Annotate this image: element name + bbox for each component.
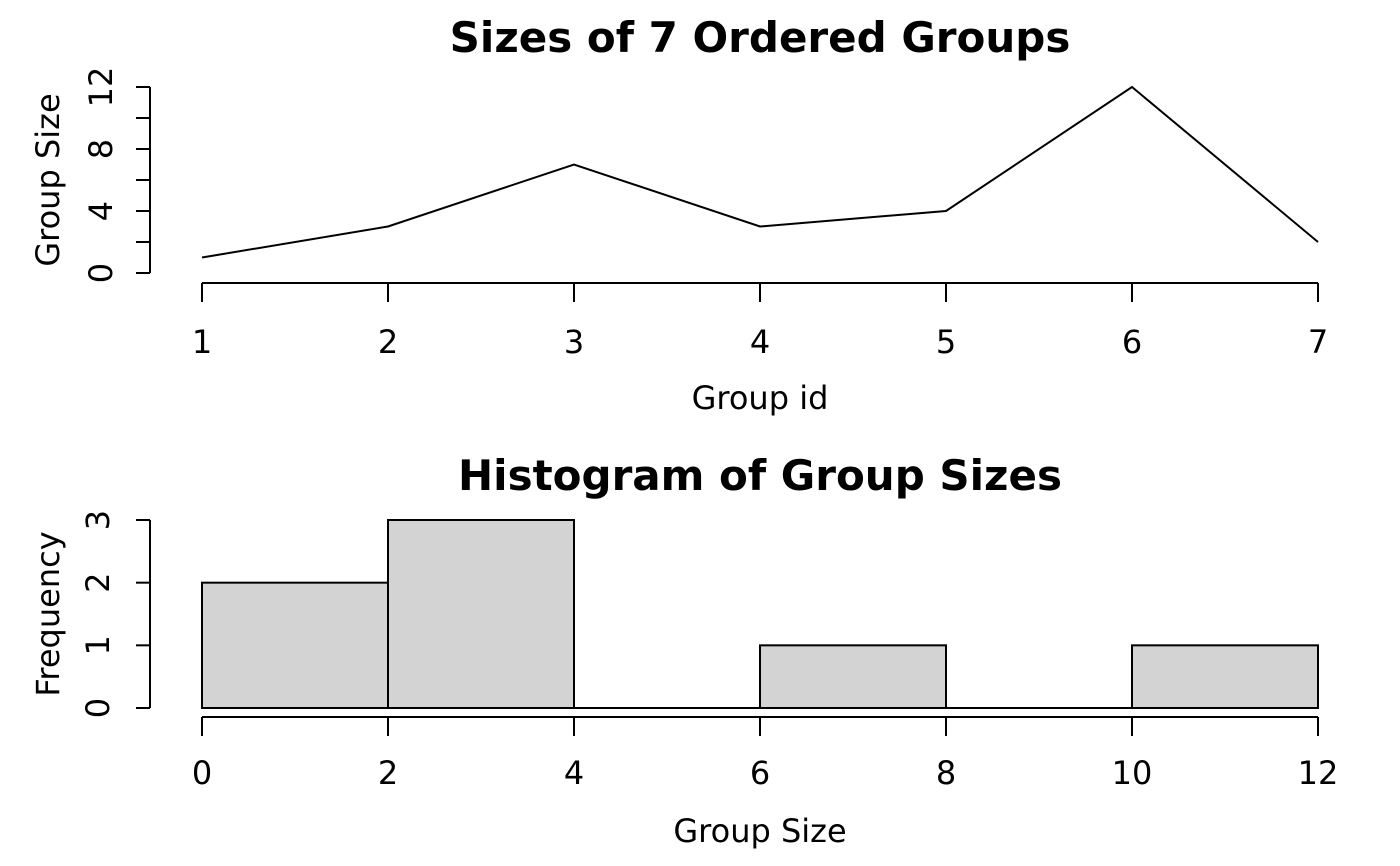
x-tick-label: 2: [378, 323, 398, 361]
y-tick-label: 2: [79, 572, 117, 592]
line-chart-xlabel: Group id: [691, 379, 829, 417]
histogram-bar: [759, 644, 947, 709]
x-tick-label: 1: [192, 323, 212, 361]
histogram-bar: [201, 581, 389, 710]
line-chart-title: Sizes of 7 Ordered Groups: [449, 13, 1071, 62]
y-tick-label: 1: [79, 635, 117, 655]
x-tick-label: 4: [750, 323, 770, 361]
y-tick-label: 0: [82, 263, 120, 283]
x-tick-label: 8: [936, 754, 956, 792]
data-line: [201, 85, 1319, 259]
x-tick-label: 3: [564, 323, 584, 361]
histogram-ylabel: Frequency: [29, 531, 67, 697]
y-tick-label: 3: [79, 510, 117, 530]
x-tick-label: 7: [1308, 323, 1328, 361]
x-tick-label: 0: [192, 754, 212, 792]
x-tick-label: 6: [1122, 323, 1142, 361]
histogram-bar: [387, 519, 575, 709]
x-tick-label: 5: [936, 323, 956, 361]
histogram-xlabel: Group Size: [673, 812, 847, 850]
x-tick-label: 4: [564, 754, 584, 792]
y-tick-label: 12: [82, 67, 120, 108]
x-tick-label: 6: [750, 754, 770, 792]
y-tick-label: 0: [79, 698, 117, 718]
x-tick-label: 2: [378, 754, 398, 792]
x-tick-label: 10: [1112, 754, 1153, 792]
x-tick-label: 12: [1298, 754, 1339, 792]
histogram-bar: [1131, 644, 1319, 709]
histogram-title: Histogram of Group Sizes: [458, 451, 1062, 500]
y-tick-label: 8: [82, 139, 120, 159]
line-chart-ylabel: Group Size: [29, 93, 67, 267]
y-tick-label: 4: [82, 201, 120, 221]
